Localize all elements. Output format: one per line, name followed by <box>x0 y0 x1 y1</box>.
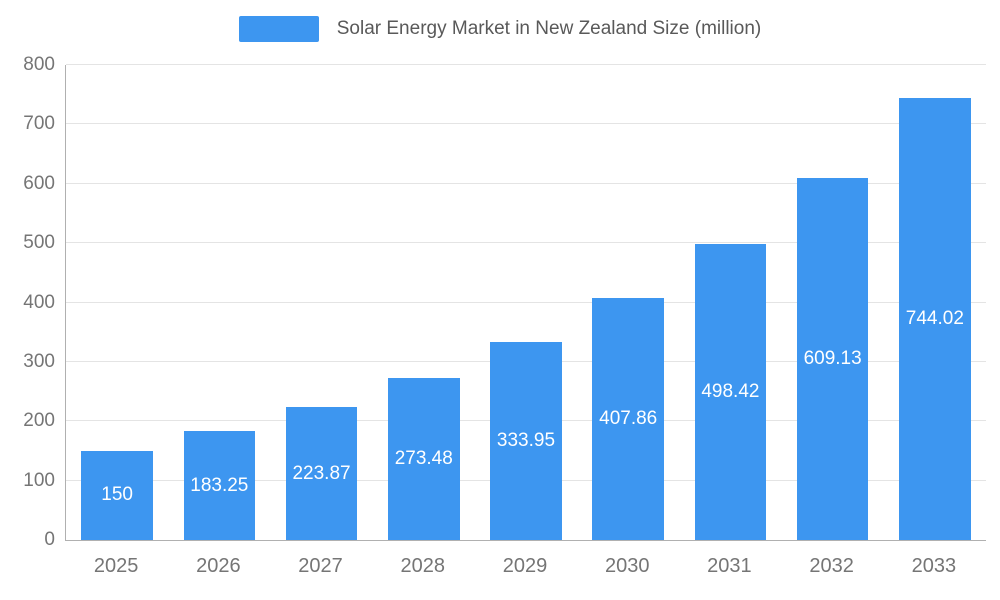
x-axis-tick-label: 2026 <box>196 555 241 577</box>
bar-2032[interactable]: 609.13 <box>796 178 869 540</box>
bar-value-label: 744.02 <box>905 308 964 330</box>
gridline <box>66 242 986 244</box>
bar-slot: 498.42 <box>679 65 781 540</box>
bar-2028[interactable]: 273.48 <box>387 377 460 540</box>
bar-2033[interactable]: 744.02 <box>899 98 971 540</box>
gridline <box>66 64 986 65</box>
bar-slot: 744.02 <box>884 65 986 540</box>
chart-legend[interactable]: Solar Energy Market in New Zealand Size … <box>0 16 1000 42</box>
legend-swatch-icon <box>238 16 319 42</box>
bar-value-label: 273.48 <box>394 447 453 469</box>
bar-slot: 609.13 <box>782 65 884 540</box>
gridline <box>66 301 986 303</box>
gridline <box>66 123 986 125</box>
plot-area: 150 183.25 223.87 273.48 333.95 407.86 498.42 6… <box>65 64 986 541</box>
bar-value-label: 407.86 <box>599 407 658 429</box>
bar-value-label: 333.95 <box>496 429 556 451</box>
y-axis-tick-label: 800 <box>23 54 55 75</box>
bar-2030[interactable]: 407.86 <box>592 297 664 540</box>
y-axis-tick-label: 700 <box>23 113 55 135</box>
x-axis-tick-label: 2032 <box>809 555 854 577</box>
chart-title: Solar Energy Market in New Zealand Size … <box>336 18 762 39</box>
x-axis-tick-label: 2028 <box>400 555 446 577</box>
x-axis-tick-label: 2027 <box>298 555 343 577</box>
x-axis: 2025 2026 2027 2028 2029 2030 2031 2032 2033 <box>65 541 985 578</box>
x-axis-tick-label: 2025 <box>93 555 139 577</box>
y-axis-tick-label: 500 <box>23 232 55 254</box>
bar-2025[interactable]: 150 <box>81 450 153 540</box>
bar-2031[interactable]: 498.42 <box>694 244 767 540</box>
gridline <box>66 182 986 184</box>
y-axis: 0 100 200 300 400 500 600 700 800 <box>0 54 55 550</box>
y-axis-tick-label: 600 <box>23 172 55 194</box>
bar-slot: 273.48 <box>373 65 475 540</box>
y-axis-tick-label: 400 <box>23 291 55 313</box>
bar-2026[interactable]: 183.25 <box>183 431 256 540</box>
bar-slot: 223.87 <box>270 65 372 540</box>
y-axis-tick-label: 0 <box>44 529 55 550</box>
bar-2027[interactable]: 223.87 <box>285 407 358 540</box>
bar-value-label: 609.13 <box>803 348 862 370</box>
y-axis-tick-label: 200 <box>23 410 55 432</box>
bar-2029[interactable]: 333.95 <box>490 341 562 540</box>
bar-slot: 150 <box>66 65 168 540</box>
y-axis-tick-label: 300 <box>23 350 55 372</box>
bar-slot: 407.86 <box>577 65 679 540</box>
bar-value-label: 183.25 <box>190 474 249 496</box>
bar-value-label: 150 <box>101 484 133 506</box>
x-axis-tick-label: 2031 <box>707 555 752 577</box>
bar-slot: 183.25 <box>168 65 270 540</box>
bar-value-label: 223.87 <box>292 462 351 484</box>
bar-value-label: 498.42 <box>701 381 760 403</box>
x-axis-tick-label: 2029 <box>502 555 548 577</box>
x-axis-tick-label: 2030 <box>604 555 650 577</box>
y-axis-tick-label: 100 <box>23 469 55 491</box>
x-axis-tick-label: 2033 <box>911 555 957 577</box>
bar-slot: 333.95 <box>475 65 577 540</box>
bars-container: 150 183.25 223.87 273.48 333.95 407.86 498.42 6… <box>66 65 986 540</box>
